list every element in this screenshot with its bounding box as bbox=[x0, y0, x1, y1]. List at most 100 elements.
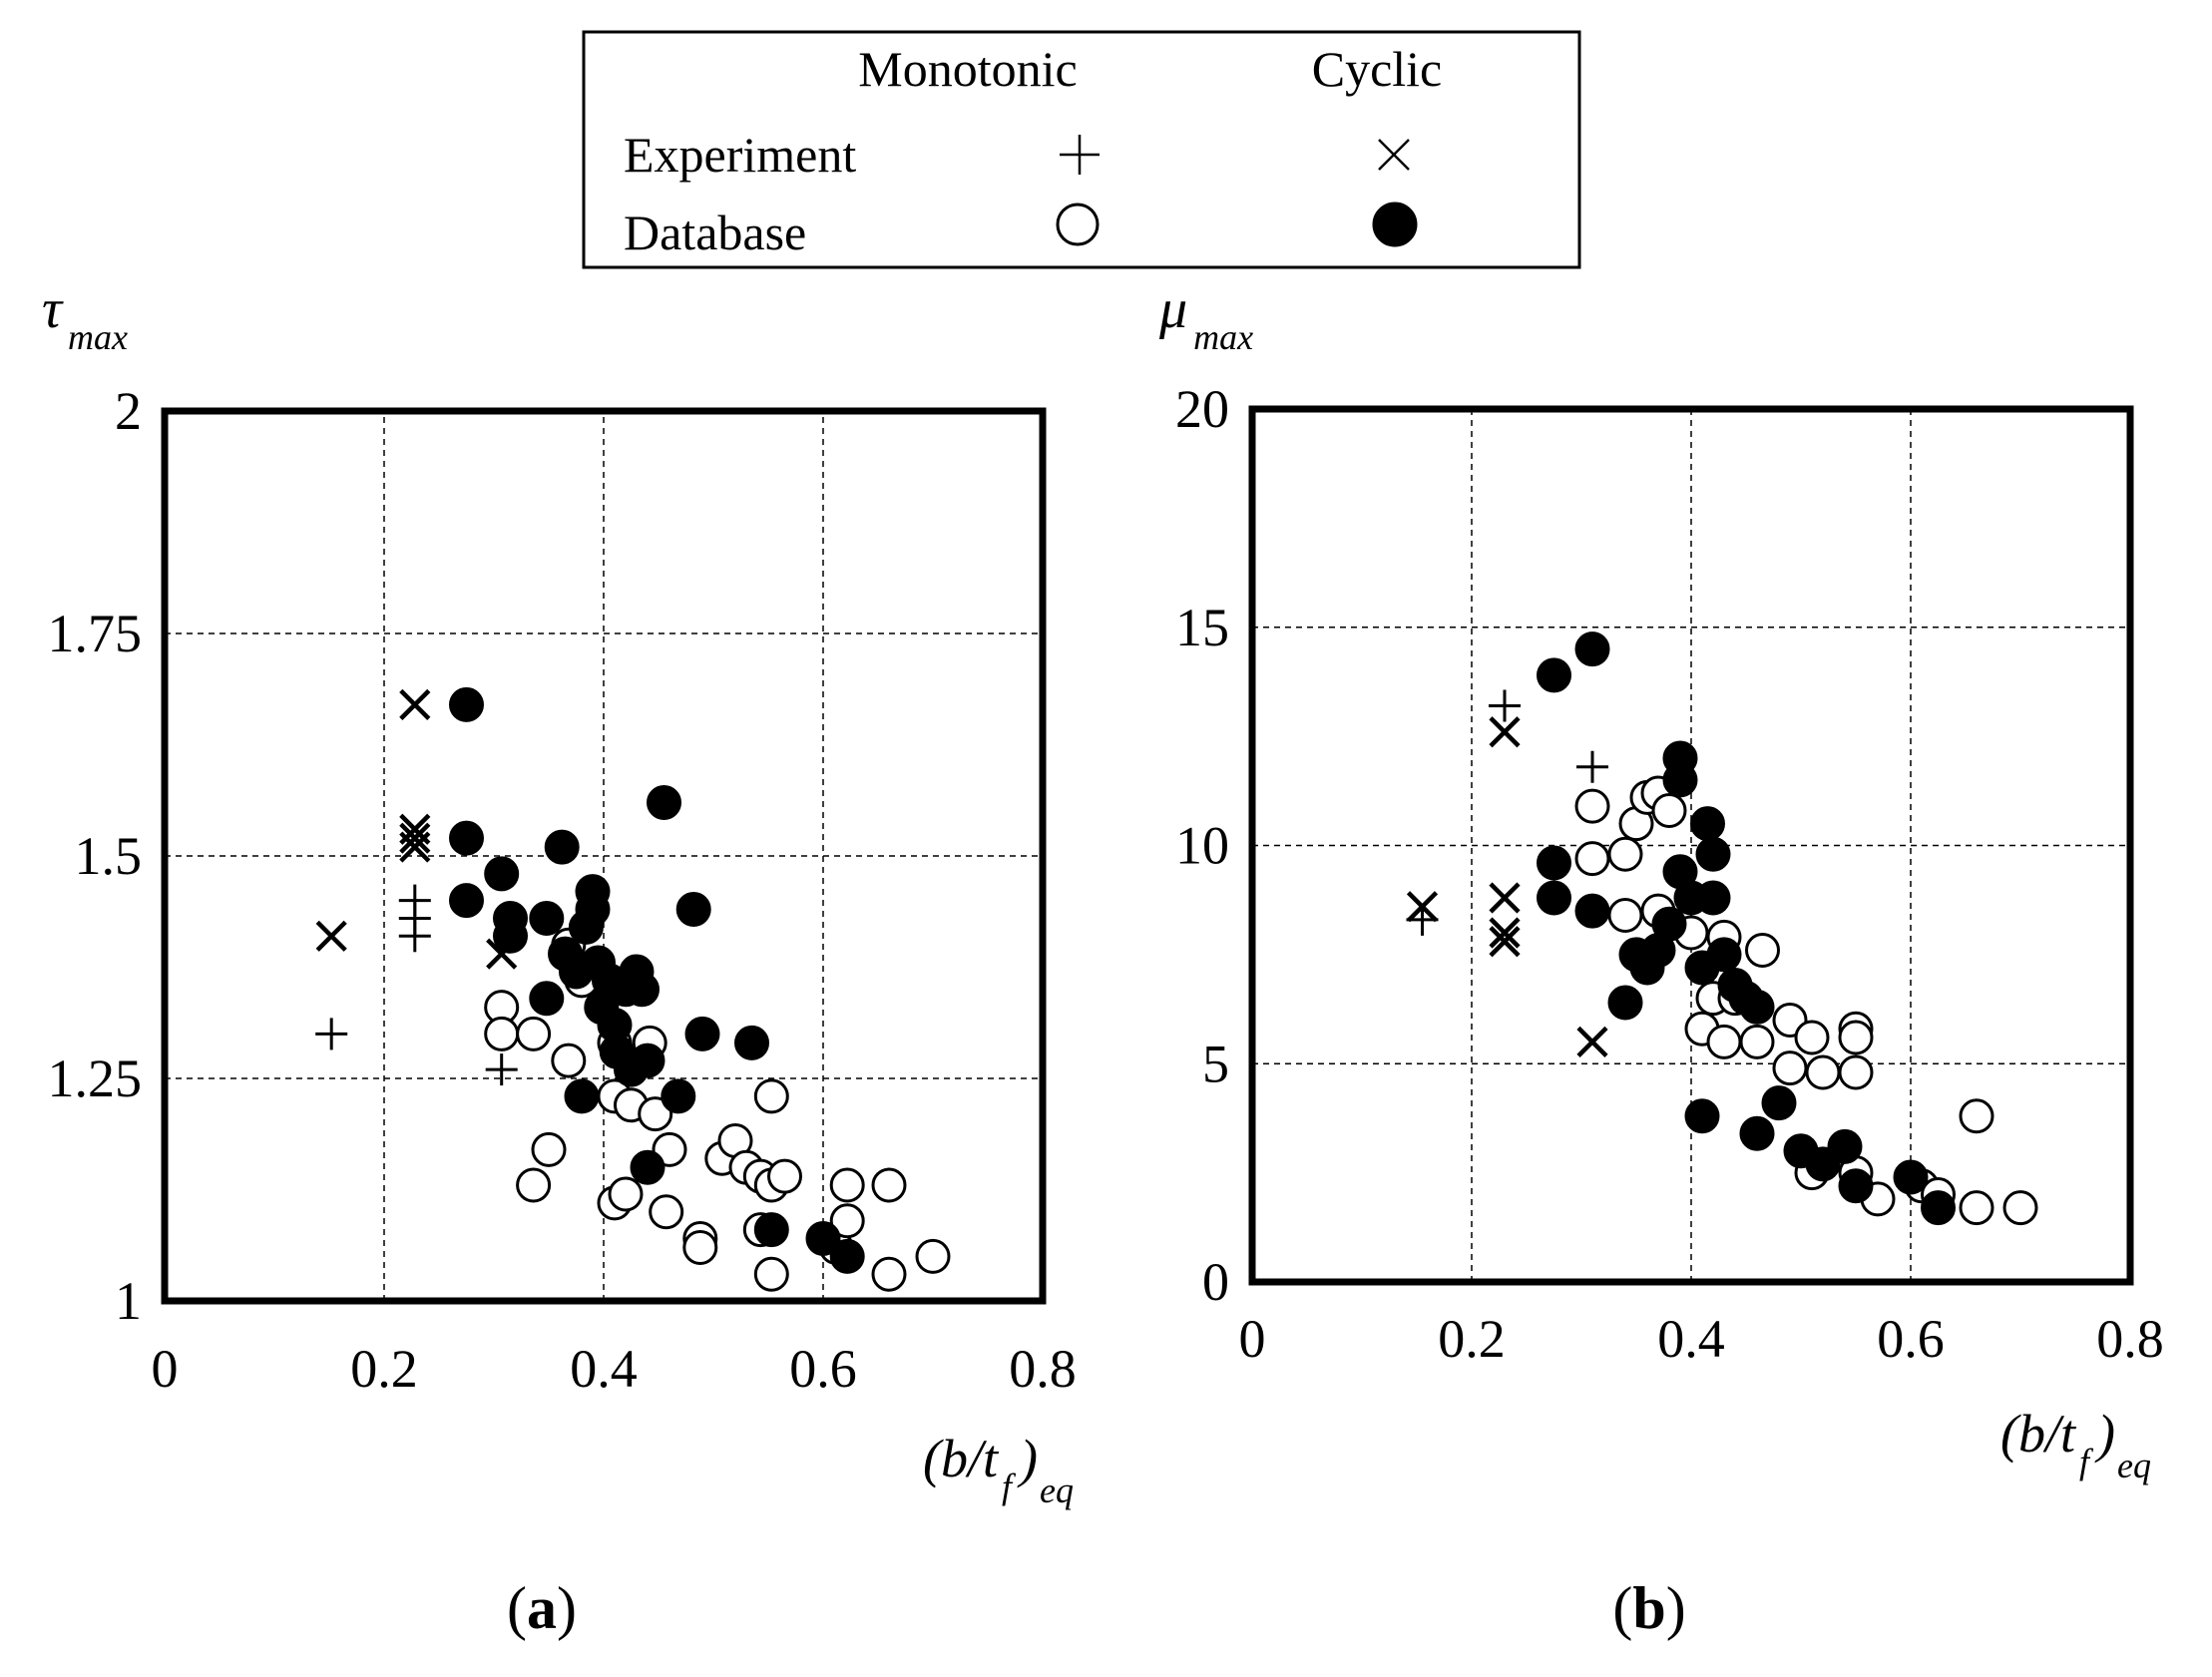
panel-b-point-open-circle bbox=[1959, 1190, 1994, 1226]
panel-b-ytick-label: 5 bbox=[1202, 1034, 1229, 1093]
panel-b-point-open-circle bbox=[1794, 1020, 1830, 1055]
panel-b-ytick-label: 0 bbox=[1202, 1252, 1229, 1312]
panel-a-point-filled-circle bbox=[484, 856, 520, 892]
panel-b-point-filled-circle bbox=[1662, 762, 1698, 798]
panel-b-xtick-label: 0.8 bbox=[2096, 1309, 2164, 1369]
panel-a-point-open-circle bbox=[516, 1167, 552, 1203]
panel-b-point-open-circle bbox=[1739, 1024, 1775, 1059]
panel-b-xtick-label: 0.2 bbox=[1438, 1309, 1506, 1369]
panel-b-xlabel: (b/t f)eq bbox=[2000, 1404, 2151, 1485]
panel-b-point-open-circle bbox=[1745, 933, 1780, 968]
panel-b-point-cross bbox=[1406, 891, 1439, 923]
panel-a-xtick-label: 0.2 bbox=[350, 1339, 418, 1399]
panel-a-grid bbox=[165, 411, 1043, 1301]
panel-b-label-letter: b bbox=[1632, 1575, 1665, 1641]
panel-a-ytick-label: 1.5 bbox=[75, 826, 143, 886]
panel-b-xlabel-sub-f: f bbox=[2079, 1442, 2094, 1481]
panel-a-point-open-circle bbox=[484, 1016, 520, 1051]
panel-b-frame bbox=[1248, 405, 2134, 1286]
panel-b-point-filled-circle bbox=[1695, 880, 1731, 916]
panel-b-point-filled-circle bbox=[1684, 1098, 1720, 1134]
panel-a-point-filled-circle bbox=[575, 892, 611, 928]
panel-b-ytick-labels: 0 5 10 15 20 bbox=[1175, 379, 1229, 1312]
panel-a-point-filled-circle bbox=[544, 829, 580, 865]
panel-b-point-filled-circle bbox=[1537, 880, 1571, 916]
panel-a-ytick-label: 1 bbox=[115, 1271, 142, 1331]
legend-cross-marker bbox=[1378, 139, 1410, 171]
panel-b-point-cross bbox=[1489, 926, 1521, 958]
panel-a-xlabel-main: (b/t bbox=[923, 1429, 1000, 1488]
panel-b-point-filled-circle bbox=[1761, 1085, 1797, 1121]
panel-a-point-filled-circle bbox=[493, 918, 528, 954]
panel-b-point-filled-circle bbox=[1706, 937, 1742, 973]
panel-b-ytick-label: 15 bbox=[1175, 598, 1229, 657]
panel-b-xlabel-paren: ) bbox=[2094, 1404, 2115, 1464]
panel-a-point-open-circle bbox=[829, 1167, 865, 1203]
panel-b-point-filled-circle bbox=[1651, 906, 1687, 942]
panel-b-label: (b) bbox=[1612, 1575, 1685, 1641]
panel-a-point-cross bbox=[315, 920, 347, 952]
legend-plus-marker bbox=[1060, 135, 1100, 175]
panel-a-point-filled-circle bbox=[625, 972, 660, 1008]
panel-b-point-plus bbox=[1489, 689, 1521, 722]
panel-b-point-filled-circle bbox=[1574, 893, 1610, 929]
legend-filled-circle-marker bbox=[1372, 202, 1418, 247]
panel-a-point-filled-circle bbox=[529, 981, 565, 1017]
panel-a-ytick-label: 2 bbox=[115, 381, 142, 441]
panel-b-point-cross bbox=[1489, 716, 1521, 748]
panel-b-point-filled-circle bbox=[1695, 836, 1731, 872]
panel-a-point-plus bbox=[315, 1018, 348, 1050]
panel-a-ylabel: τ max bbox=[42, 278, 128, 357]
panel-b-point-open-circle bbox=[1772, 1050, 1808, 1086]
panel-b-xtick-label: 0.4 bbox=[1657, 1309, 1725, 1369]
panel-a-ytick-label: 1.25 bbox=[48, 1048, 143, 1108]
panel-a-xlabel-sub-f: f bbox=[1002, 1467, 1017, 1506]
legend-row-database: Database bbox=[624, 205, 806, 260]
panel-a-xtick-label: 0.6 bbox=[789, 1339, 857, 1399]
panel-a-point-filled-circle bbox=[805, 1221, 841, 1257]
panel-a-ytick-label: 1.75 bbox=[48, 604, 143, 663]
panel-b-grid bbox=[1252, 409, 2130, 1282]
panel-b-point-filled-circle bbox=[1574, 631, 1610, 667]
panel-b-xtick-label: 0 bbox=[1239, 1309, 1266, 1369]
panel-a-point-open-circle bbox=[649, 1194, 684, 1230]
panel-b-ylabel-symbol: μ bbox=[1158, 278, 1187, 340]
panel-b-point-filled-circle bbox=[1739, 989, 1775, 1025]
panel-a-points bbox=[315, 686, 951, 1292]
panel-a: τ max 0 0.2 0.4 0.6 0.8 1 1.25 1.5 1.75 2 (b/t f)e… bbox=[42, 278, 1077, 1641]
panel-b-point-filled-circle bbox=[1739, 1115, 1775, 1151]
panel-b-point-filled-circle bbox=[1838, 1168, 1874, 1204]
panel-a-xtick-label: 0.4 bbox=[570, 1339, 638, 1399]
panel-a-point-open-circle bbox=[871, 1167, 907, 1203]
panel-a-point-plus bbox=[485, 1053, 518, 1086]
panel-b-point-cross bbox=[1576, 1026, 1608, 1057]
panel-b-point-open-circle bbox=[1706, 1024, 1742, 1059]
panel-a-point-open-circle bbox=[753, 1256, 789, 1292]
panel-b-point-open-circle bbox=[1574, 841, 1610, 877]
panel-b: μ max 0 0.2 0.4 0.6 0.8 0 5 10 15 20 (b/t f)eq (b) bbox=[1158, 278, 2164, 1641]
panel-a-point-filled-circle bbox=[829, 1238, 865, 1274]
panel-a-point-open-circle bbox=[531, 1131, 567, 1167]
panel-b-xtick-labels: 0 0.2 0.4 0.6 0.8 bbox=[1239, 1309, 2164, 1369]
panel-a-point-filled-circle bbox=[684, 1016, 720, 1051]
panel-b-ylabel-sub: max bbox=[1193, 317, 1253, 357]
panel-a-point-open-circle bbox=[871, 1256, 907, 1292]
panel-a-xtick-labels: 0 0.2 0.4 0.6 0.8 bbox=[152, 1339, 1077, 1399]
legend-header-monotonic: Monotonic bbox=[858, 41, 1077, 97]
panel-a-point-open-circle bbox=[638, 1096, 673, 1132]
panel-a-point-filled-circle bbox=[675, 892, 711, 928]
panel-a-point-open-circle bbox=[767, 1158, 802, 1194]
panel-a-point-filled-circle bbox=[449, 686, 484, 722]
panel-b-ytick-label: 20 bbox=[1175, 379, 1229, 439]
panel-a-point-filled-circle bbox=[529, 900, 565, 936]
legend-open-circle-marker bbox=[1056, 203, 1100, 246]
panel-b-point-open-circle bbox=[1959, 1098, 1994, 1134]
panel-a-xlabel-sub-eq: eq bbox=[1040, 1470, 1074, 1510]
legend: Monotonic Cyclic Experiment Database bbox=[582, 30, 1581, 269]
panel-a-xtick-label: 0.8 bbox=[1009, 1339, 1077, 1399]
panel-b-point-filled-circle bbox=[1690, 806, 1725, 842]
panel-a-point-filled-circle bbox=[734, 1025, 769, 1060]
panel-a-point-open-circle bbox=[829, 1203, 865, 1239]
panel-b-point-filled-circle bbox=[1921, 1190, 1956, 1226]
